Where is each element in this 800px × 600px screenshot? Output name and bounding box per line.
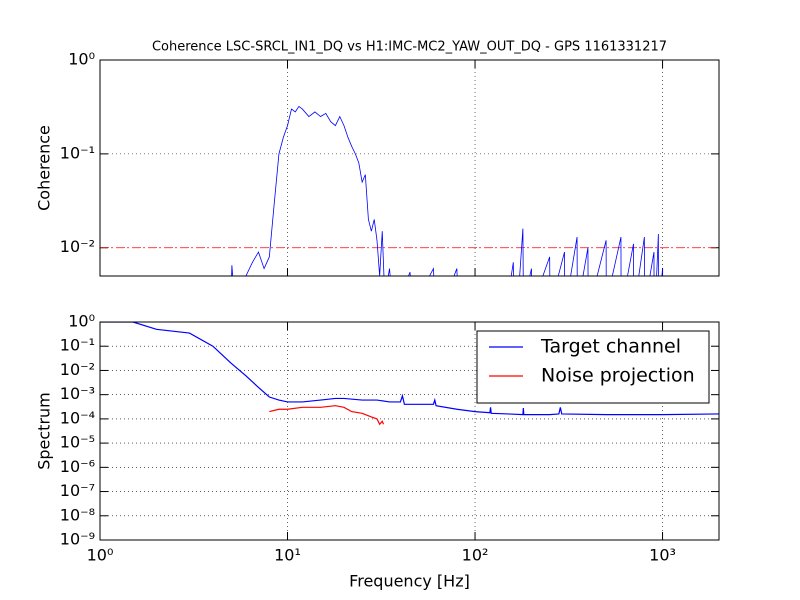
y-tick-label: 10⁻⁴ [60,408,95,427]
y-tick-label: 10⁰ [68,50,95,69]
y-axis-label: Spectrum [35,392,54,470]
y-tick-label: 10⁻⁷ [60,481,95,500]
y-tick-label: 10⁻¹ [60,143,95,162]
y-tick-label: 10⁻⁹ [60,530,95,549]
y-tick-label: 10⁻² [60,237,95,256]
series-line [269,405,385,426]
series-line [100,322,719,416]
x-tick-label: 10⁰ [87,546,114,565]
legend-box [476,330,710,404]
x-tick-label: 10² [462,546,489,565]
y-tick-label: 10⁻¹ [60,336,95,355]
y-tick-label: 10⁰ [68,312,95,331]
y-tick-label: 10⁻⁵ [60,433,95,452]
series-line [231,105,663,276]
y-tick-label: 10⁻⁶ [60,457,95,476]
plot-area [100,322,719,426]
axes-frame [99,321,720,541]
y-axis-label: Coherence [35,125,54,211]
x-tick-label: 10¹ [274,546,301,565]
legend-label: Noise projection [541,365,695,387]
axes-frame [99,59,720,277]
y-tick-label: 10⁻³ [60,384,95,403]
legend-label: Target channel [540,336,681,358]
y-tick-label: 10⁻⁸ [60,505,95,524]
chart-title: Coherence LSC-SRCL_IN1_DQ vs H1:IMC-MC2_… [152,40,667,55]
y-tick-label: 10⁻² [60,360,95,379]
x-tick-label: 10³ [649,546,676,565]
x-axis-label: Frequency [Hz] [349,572,470,591]
plot-area [231,105,663,276]
